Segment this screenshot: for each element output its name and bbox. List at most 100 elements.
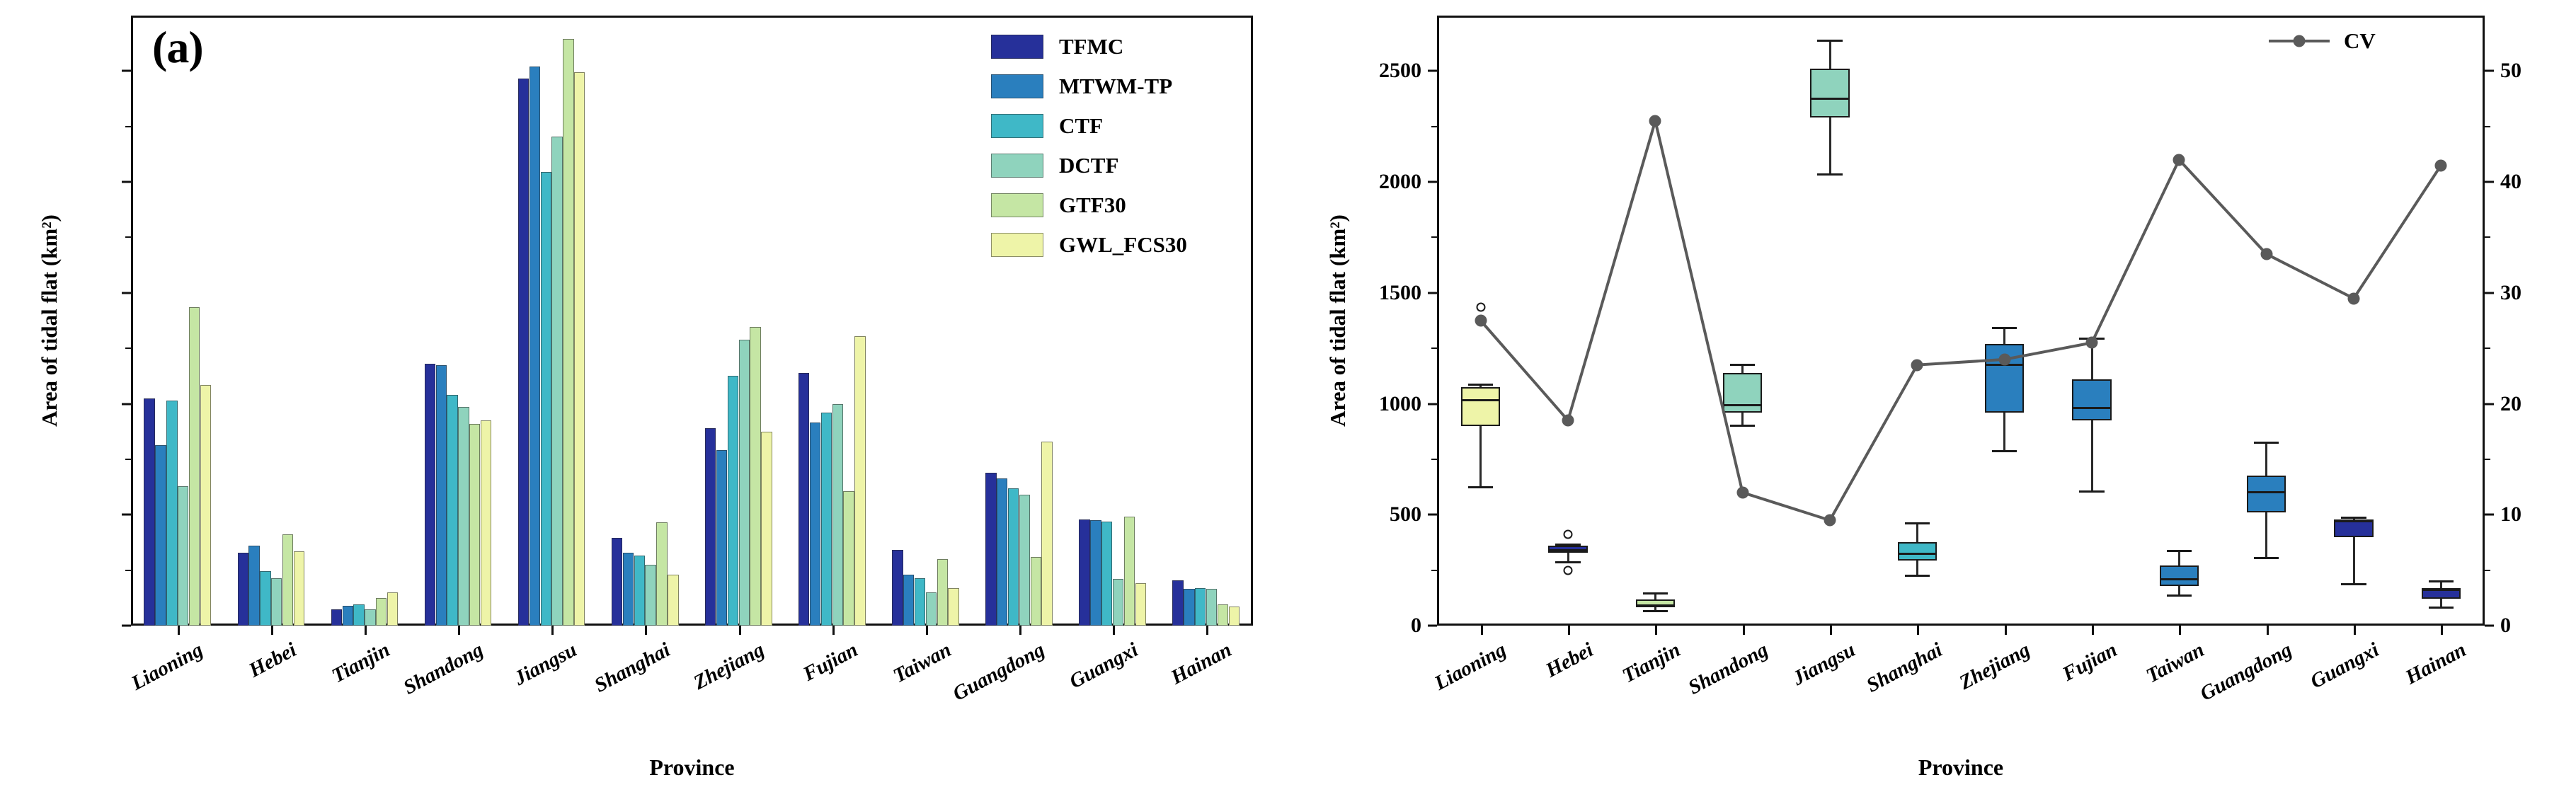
legend-swatch-icon (991, 154, 1043, 178)
boxplot-jiangsu (1810, 69, 1850, 118)
y-tick-mark (1428, 624, 1437, 627)
whisker-lower (1741, 413, 1744, 425)
whisker-lower (1654, 607, 1656, 611)
legend-swatch-icon (991, 233, 1043, 257)
panel-b-y-axis-title: Area of tidal flat (km²) (1325, 214, 1350, 427)
x-tick-label-tianjin: Tianjin (1619, 638, 1685, 688)
x-tick-mark (1742, 626, 1745, 635)
bar-tianjin-gtf30 (376, 597, 387, 626)
legend-item-dctf[interactable]: DCTF (991, 146, 1225, 185)
whisker-lower (1479, 425, 1482, 486)
y-tick-mark (1428, 403, 1437, 406)
legend-item-tfmc[interactable]: TFMC (991, 27, 1225, 67)
x-tick-label-liaoning: Liaoning (1430, 638, 1510, 695)
bar-shandong-gwl_fcs30 (480, 420, 492, 626)
bar-liaoning-mtwm-tp (155, 444, 166, 626)
x-tick-label-taiwan: Taiwan (2142, 638, 2209, 688)
whisker-cap-lower (2341, 583, 2366, 586)
whisker-lower (1916, 560, 1918, 575)
cv-point-zhejiang (1998, 353, 2011, 366)
whisker-upper (1828, 40, 1831, 69)
bar-jiangsu-ctf (540, 172, 551, 626)
x-tick-mark (551, 626, 554, 635)
boxplot-shanghai (1897, 542, 1937, 561)
x-tick-mark (458, 626, 461, 635)
bar-hebei-gtf30 (282, 534, 294, 626)
whisker-cap-lower (1467, 486, 1494, 488)
bar-tianjin-mtwm-tp (342, 605, 353, 626)
bar-shanghai-ctf (634, 556, 645, 626)
x-tick-mark (2441, 626, 2444, 635)
bar-taiwan-gwl_fcs30 (948, 587, 959, 626)
x-tick-mark (1655, 626, 1658, 635)
y-tick-mark (122, 292, 131, 294)
y-minor-tick (1431, 569, 1437, 571)
bar-taiwan-mtwm-tp (903, 574, 915, 626)
whisker-upper (2003, 327, 2006, 344)
bar-tianjin-dctf (365, 609, 376, 626)
whisker-upper (2439, 580, 2442, 588)
bar-jiangsu-tfmc (517, 79, 529, 626)
bar-shandong-dctf (458, 407, 469, 626)
whisker-upper (1916, 522, 1918, 543)
legend-item-gwl_fcs30[interactable]: GWL_FCS30 (991, 225, 1225, 265)
legend-item-ctf[interactable]: CTF (991, 106, 1225, 146)
bar-guangxi-dctf (1112, 579, 1124, 626)
legend-item-mtwm-tp[interactable]: MTWM-TP (991, 67, 1225, 106)
whisker-cap-upper (1467, 384, 1494, 386)
bar-fujian-ctf (820, 413, 832, 626)
x-tick-label-shandong: Shandong (1684, 638, 1772, 699)
bar-jiangsu-gtf30 (563, 38, 574, 626)
median-line (1722, 403, 1763, 406)
whisker-lower (1567, 552, 1569, 562)
y2-minor-tick (2485, 125, 2490, 127)
bar-shandong-tfmc (424, 364, 436, 626)
whisker-cap-lower (2166, 594, 2192, 597)
y2-tick-label: 20 (2500, 391, 2521, 415)
cv-point-shandong (1736, 486, 1749, 499)
bar-taiwan-tfmc (892, 550, 903, 626)
whisker-cap-lower (2253, 556, 2279, 559)
bar-jiangsu-mtwm-tp (529, 67, 541, 626)
median-line (1810, 97, 1850, 100)
bar-shanghai-mtwm-tp (622, 552, 634, 626)
whisker-upper (2265, 441, 2268, 476)
y-tick-mark (1428, 513, 1437, 516)
outlier-point (1476, 302, 1486, 312)
y2-tick-label: 30 (2500, 280, 2521, 304)
y-tick-label: 2000 (1379, 170, 1421, 194)
bar-liaoning-gtf30 (188, 307, 200, 626)
whisker-upper (2177, 550, 2180, 566)
bar-fujian-mtwm-tp (809, 423, 821, 626)
bar-hainan-dctf (1206, 589, 1218, 626)
y-tick-label: 1500 (1379, 280, 1421, 304)
whisker-cap-lower (1729, 425, 1756, 427)
bar-liaoning-ctf (166, 400, 178, 626)
bar-zhejiang-ctf (727, 376, 739, 626)
x-tick-label-shanghai: Shanghai (1862, 638, 1947, 697)
bar-hebei-ctf (260, 571, 271, 626)
median-line (1548, 548, 1588, 551)
bar-guangdong-gtf30 (1030, 556, 1041, 626)
x-tick-mark (271, 626, 274, 635)
median-line (2159, 578, 2199, 580)
x-tick-mark (738, 626, 741, 635)
bar-fujian-tfmc (798, 372, 810, 626)
bar-shanghai-dctf (645, 564, 656, 626)
y2-tick-label: 50 (2500, 59, 2521, 83)
legend-item-label: CTF (1059, 113, 1103, 138)
x-tick-mark (2004, 626, 2007, 635)
median-line (2421, 589, 2461, 592)
bar-jiangsu-dctf (551, 136, 563, 626)
whisker-cap-upper (1555, 544, 1581, 546)
y2-tick-mark (2485, 403, 2494, 406)
whisker-cap-lower (1904, 574, 1930, 577)
legend-item-gtf30[interactable]: GTF30 (991, 185, 1225, 225)
y-tick-mark (122, 513, 131, 516)
median-line (2334, 520, 2374, 523)
bar-shandong-ctf (447, 395, 458, 626)
whisker-cap-lower (1642, 610, 1668, 613)
bar-tianjin-ctf (353, 604, 365, 626)
y-minor-tick (1431, 458, 1437, 460)
